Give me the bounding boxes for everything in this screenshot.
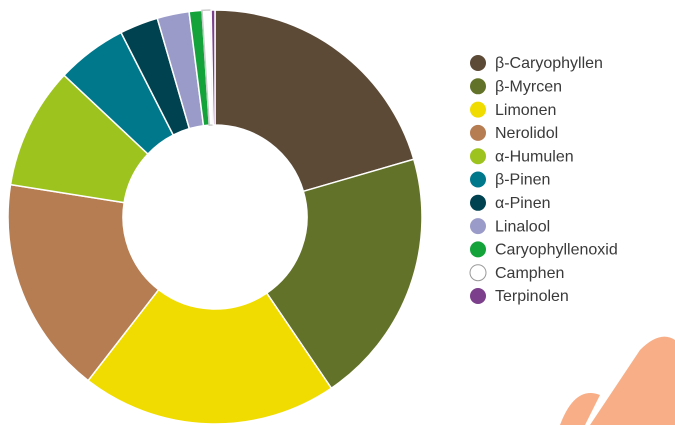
slice <box>215 10 414 191</box>
legend-label: α-Humulen <box>495 148 574 165</box>
legend-swatch <box>470 265 486 281</box>
legend-label: β-Pinen <box>495 172 550 189</box>
legend-swatch <box>470 218 486 234</box>
legend-swatch <box>470 288 486 304</box>
legend-swatch <box>470 195 486 211</box>
legend-label: Terpinolen <box>495 288 569 305</box>
legend-swatch <box>470 78 486 94</box>
legend-label: Nerolidol <box>495 125 558 142</box>
chart: β-Caryophyllen β-Myrcen Limonen Nerolidol α-… <box>0 0 675 425</box>
legend-label: Caryophyllenoxid <box>495 242 618 259</box>
legend-swatch <box>470 102 486 118</box>
legend-swatch <box>470 125 486 141</box>
legend-label: α-Pinen <box>495 195 551 212</box>
legend-label: Limonen <box>495 102 556 119</box>
legend-label: β-Myrcen <box>495 79 562 96</box>
legend-swatch <box>470 172 486 188</box>
page: β-Caryophyllen β-Myrcen Limonen Nerolidol α-… <box>0 0 675 425</box>
legend-swatch <box>470 55 486 71</box>
legend-label: β-Caryophyllen <box>495 55 603 72</box>
legend-label: Linalool <box>495 218 550 235</box>
legend-swatch <box>470 241 486 257</box>
watermark <box>590 337 675 425</box>
legend-label: Camphen <box>495 265 564 282</box>
legend-swatch <box>470 148 486 164</box>
